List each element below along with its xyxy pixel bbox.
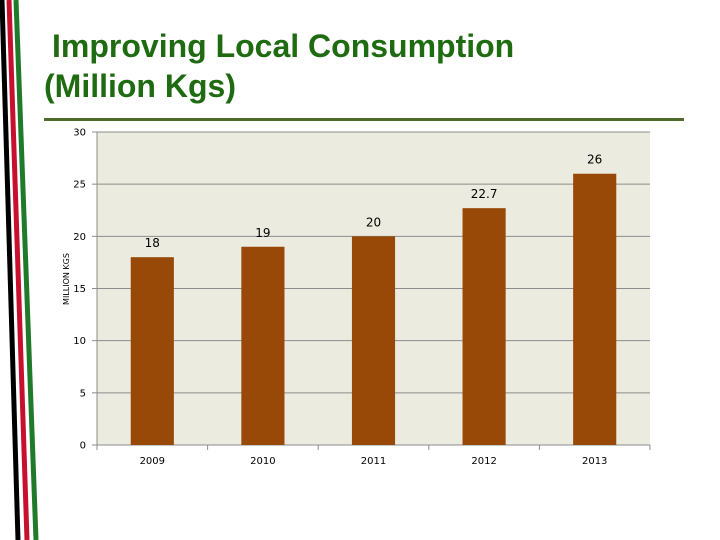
y-tick-label: 30 [73, 128, 86, 139]
data-label: 22.7 [471, 187, 498, 201]
data-label: 19 [255, 226, 270, 240]
title-line-1: Improving Local Consumption [52, 28, 515, 64]
x-tick-label: 2009 [140, 456, 165, 467]
bar-2009 [130, 257, 174, 445]
y-tick-label: 5 [80, 388, 86, 399]
y-axis-title: MILLION KGS [62, 253, 71, 305]
y-tick-label: 0 [80, 441, 86, 452]
data-label: 26 [587, 153, 602, 167]
x-tick-label: 2013 [582, 456, 607, 467]
x-tick-label: 2010 [250, 456, 275, 467]
stripe-red [6, 0, 30, 540]
y-tick-label: 15 [73, 284, 86, 295]
x-tick-label: 2011 [361, 456, 386, 467]
bar-2011 [351, 236, 396, 445]
title-line-2: (Million Kgs) [44, 68, 236, 104]
x-tick-label: 2012 [471, 456, 496, 467]
data-label: 20 [366, 215, 381, 229]
stripe-black [0, 0, 21, 540]
data-label: 18 [145, 236, 160, 250]
y-tick-label: 10 [73, 336, 86, 347]
title-underline [44, 118, 684, 121]
slide-title: Improving Local Consumption (Million Kgs… [44, 26, 514, 106]
bar-2010 [241, 246, 285, 445]
decorative-flag-stripes [0, 0, 39, 540]
y-tick-label: 25 [73, 180, 86, 191]
stripe-green [13, 0, 39, 540]
bar-2013 [573, 173, 617, 445]
y-tick-label: 20 [73, 232, 86, 243]
bar-2012 [462, 208, 506, 445]
